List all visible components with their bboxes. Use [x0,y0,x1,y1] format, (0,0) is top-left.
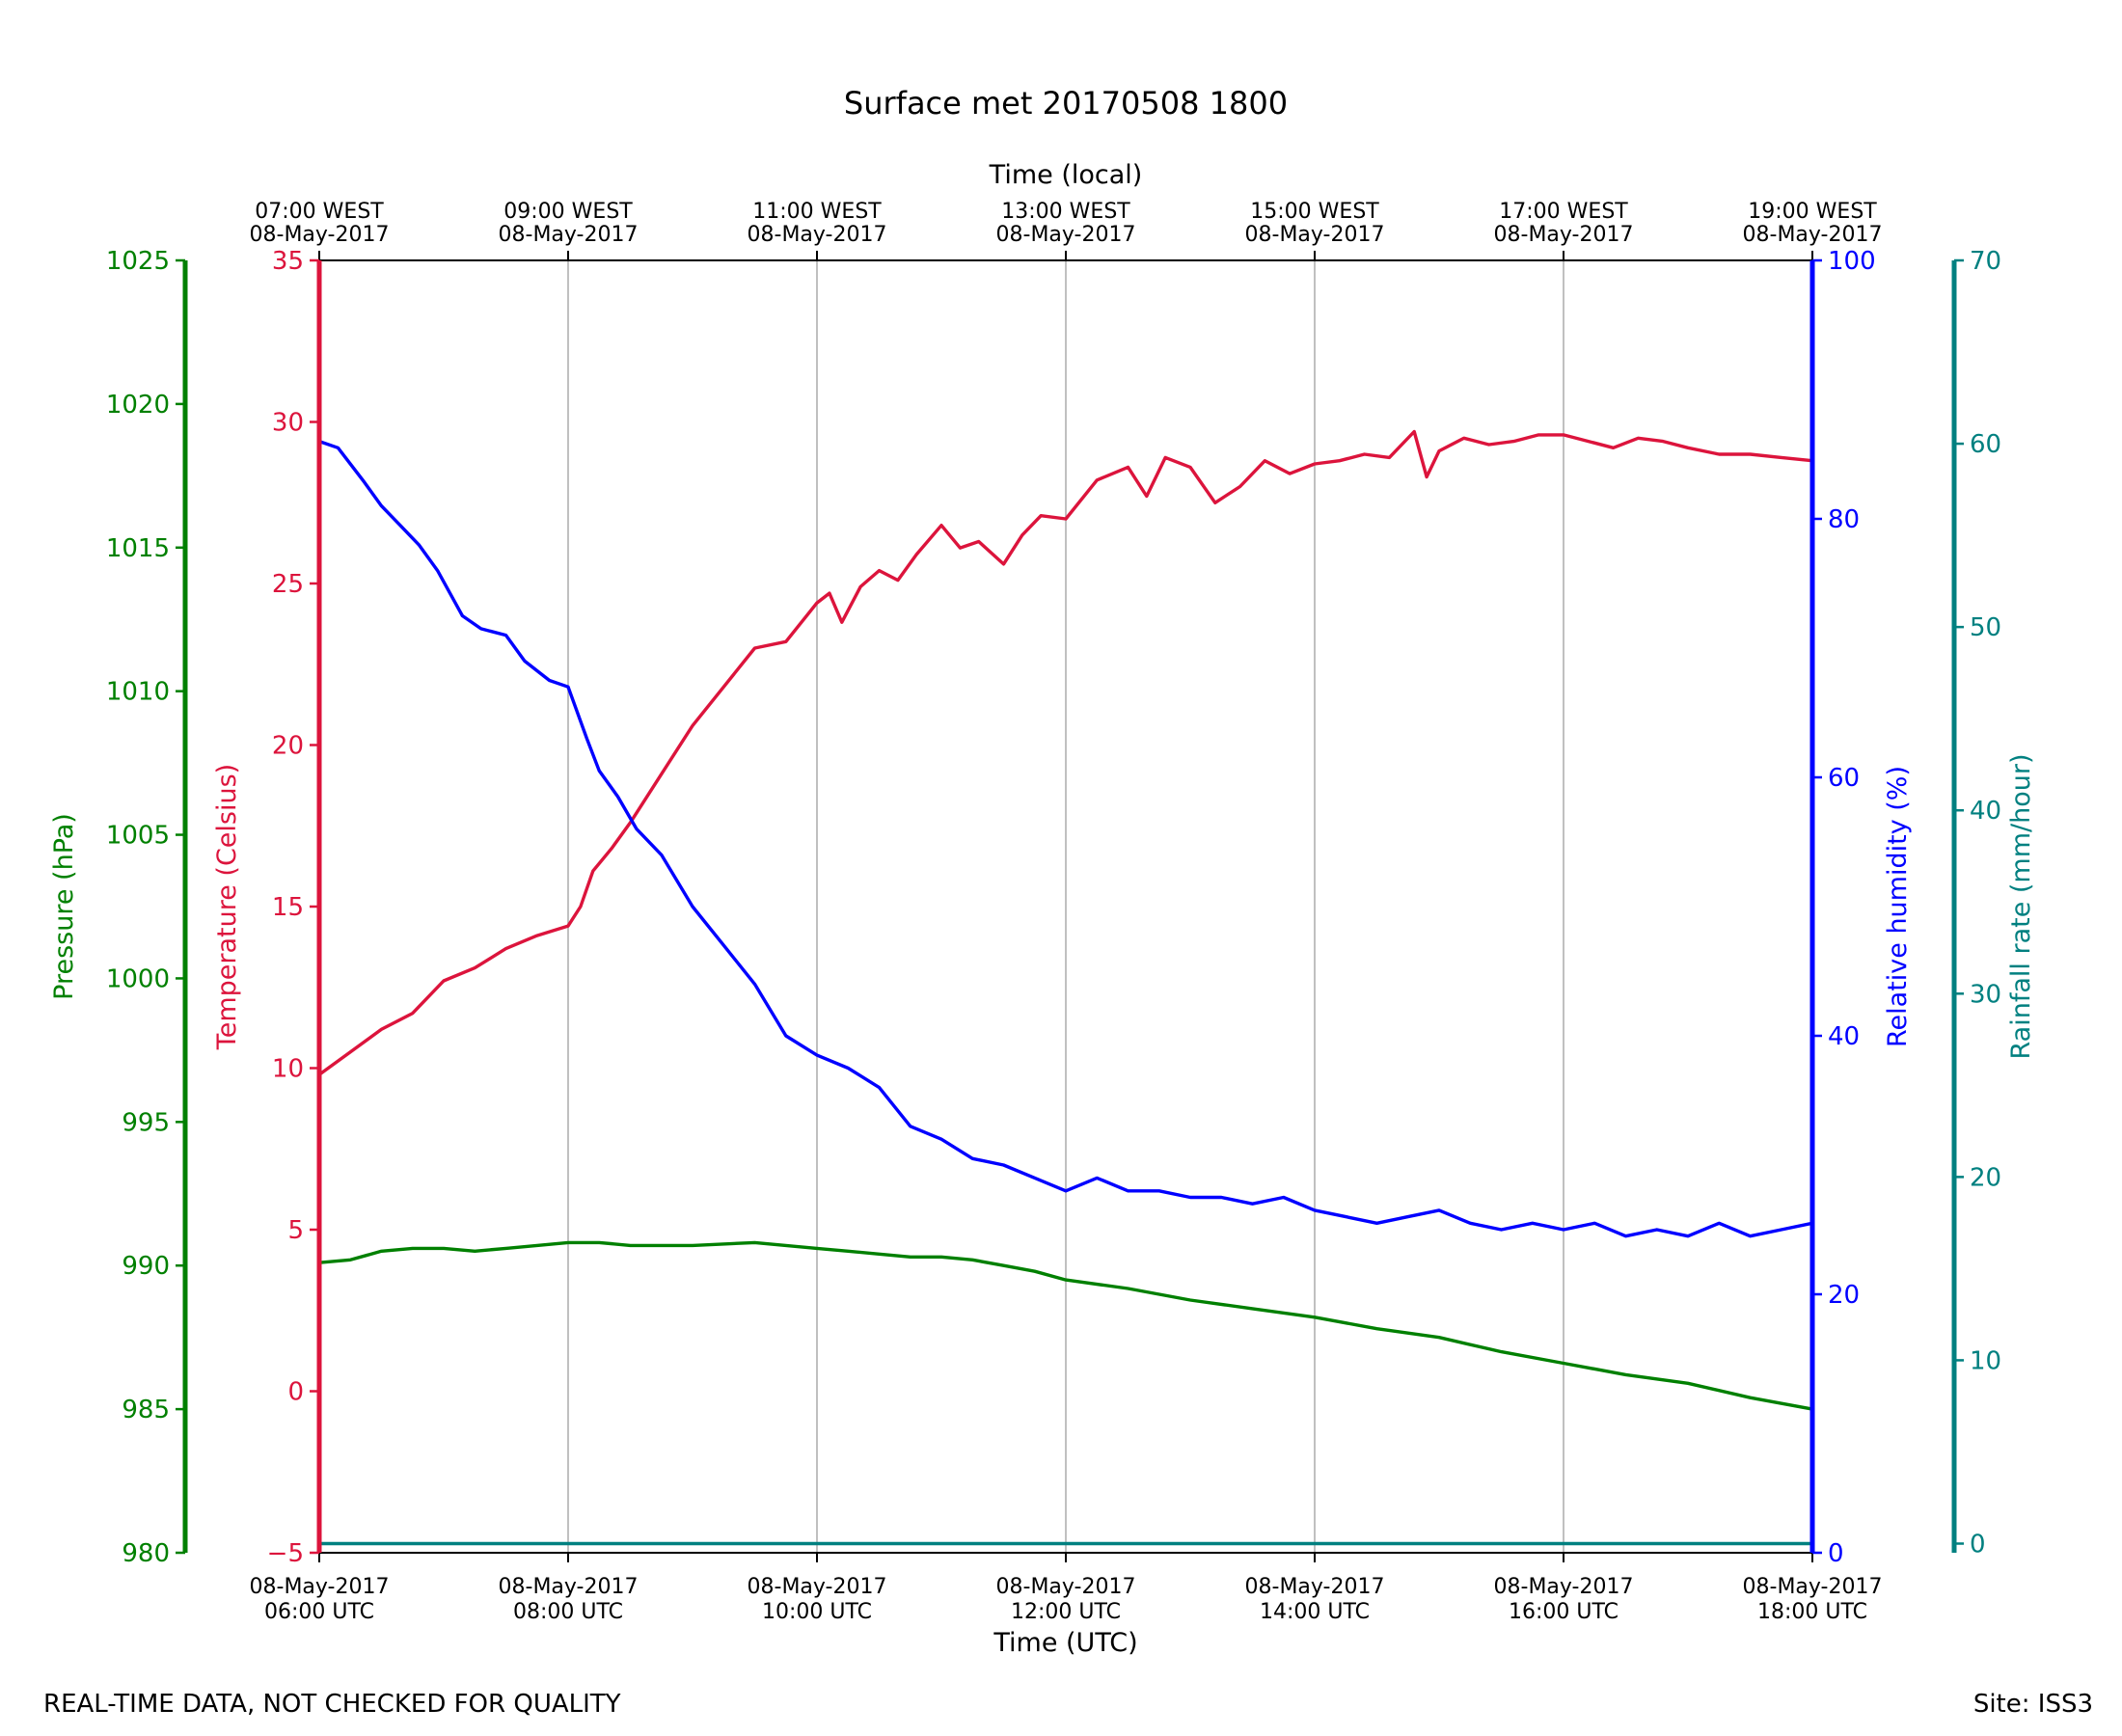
humidity-tick-label: 100 [1828,247,1876,276]
humidity-tick-label: 80 [1828,505,1860,534]
rainfall-tick-label: 20 [1970,1163,2001,1192]
temperature-tick-label: −5 [267,1539,304,1568]
humidity-series-line [318,439,1813,1238]
temperature-tick-label: 5 [287,1216,304,1245]
temperature-tick-label: 0 [287,1378,304,1407]
rainfall-tick-label: 50 [1970,613,2001,642]
temperature-tick-label: 25 [272,570,304,599]
x-tick-label-time: 18:00 UTC [1757,1600,1867,1624]
x-tick-label-date: 08-May-2017 [250,1575,390,1599]
pressure-series-line [318,1240,1813,1411]
pressure-axis-label: Pressure (hPa) [49,813,79,1000]
top-tick-label-time: 07:00 WEST [255,200,384,224]
x-tick-label-time: 10:00 UTC [762,1600,872,1624]
pressure-tick-label: 990 [122,1252,170,1281]
rainfall-axis-label: Rainfall rate (mm/hour) [2006,754,2036,1060]
x-tick-label-date: 08-May-2017 [499,1575,639,1599]
x-tick-label-time: 06:00 UTC [264,1600,374,1624]
temperature-tick-label: 20 [272,732,304,761]
top-tick-label-time: 13:00 WEST [1001,200,1130,224]
grid-lines [318,260,1813,1553]
pressure-tick-label: 1015 [106,534,170,563]
rainfall-tick-label: 10 [1970,1346,2001,1375]
temperature-tick-label: 10 [272,1055,304,1084]
pressure-tick-label: 1010 [106,678,170,707]
x-tick-label-time: 08:00 UTC [513,1600,623,1624]
temperature-tick-label: 35 [272,247,304,276]
temperature-axis-label: Temperature (Celsius) [212,764,242,1050]
top-tick-label-date: 08-May-2017 [748,223,887,247]
top-axis-label: Time (local) [989,160,1143,190]
pressure-tick-label: 1020 [106,391,170,420]
top-tick-label-date: 08-May-2017 [1494,223,1634,247]
temperature-series-line [318,429,1813,1076]
top-tick-label-date: 08-May-2017 [1245,223,1385,247]
x-tick-label-date: 08-May-2017 [748,1575,887,1599]
top-tick-label-time: 09:00 WEST [503,200,633,224]
top-tick-label-time: 17:00 WEST [1499,200,1628,224]
top-tick-label-time: 19:00 WEST [1748,200,1877,224]
rainfall-tick-label: 70 [1970,247,2001,276]
temperature-tick-label: 30 [272,409,304,438]
pressure-tick-label: 985 [122,1396,170,1424]
x-tick-label-time: 12:00 UTC [1011,1600,1121,1624]
top-tick-label-time: 15:00 WEST [1250,200,1379,224]
bottom-axis-label: Time (UTC) [993,1628,1137,1658]
rainfall-tick-label: 60 [1970,430,2001,459]
axes-layer [176,251,1964,1562]
rainfall-tick-label: 40 [1970,797,2001,826]
humidity-tick-label: 0 [1828,1539,1844,1568]
top-tick-label-time: 11:00 WEST [752,200,882,224]
x-tick-label-date: 08-May-2017 [1743,1575,1883,1599]
pressure-tick-label: 1000 [106,964,170,993]
x-tick-label-date: 08-May-2017 [1494,1575,1634,1599]
humidity-tick-label: 40 [1828,1022,1860,1051]
x-tick-label-date: 08-May-2017 [1245,1575,1385,1599]
temperature-tick-label: 15 [272,893,304,922]
site-label: Site: ISS3 [1973,1690,2093,1719]
chart-title: Surface met 20170508 1800 [844,85,1288,122]
pressure-tick-label: 1005 [106,822,170,851]
pressure-tick-label: 980 [122,1539,170,1568]
rainfall-tick-label: 30 [1970,980,2001,1009]
humidity-axis-label: Relative humidity (%) [1883,766,1913,1047]
top-tick-label-date: 08-May-2017 [250,223,390,247]
pressure-tick-label: 1025 [106,247,170,276]
top-tick-label-date: 08-May-2017 [499,223,639,247]
x-tick-label-date: 08-May-2017 [996,1575,1136,1599]
rainfall-tick-label: 0 [1970,1530,1986,1559]
top-tick-label-date: 08-May-2017 [996,223,1136,247]
x-tick-label-time: 14:00 UTC [1260,1600,1370,1624]
humidity-tick-label: 60 [1828,764,1860,793]
humidity-tick-label: 20 [1828,1281,1860,1310]
pressure-tick-label: 995 [122,1108,170,1137]
series-layer [318,429,1813,1546]
top-tick-label-date: 08-May-2017 [1743,223,1883,247]
x-tick-label-time: 16:00 UTC [1509,1600,1619,1624]
quality-disclaimer: REAL-TIME DATA, NOT CHECKED FOR QUALITY [43,1690,621,1719]
